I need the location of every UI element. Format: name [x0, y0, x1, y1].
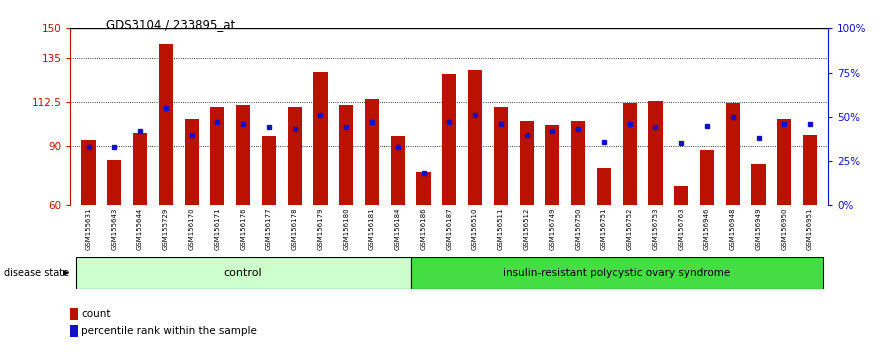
- Bar: [520, 121, 534, 205]
- Bar: [76, 257, 411, 289]
- Text: GSM156749: GSM156749: [550, 208, 555, 250]
- Text: GSM156170: GSM156170: [189, 208, 195, 250]
- Text: GSM156949: GSM156949: [756, 208, 761, 250]
- Bar: [81, 141, 96, 205]
- Bar: [777, 119, 791, 205]
- Bar: [211, 107, 225, 205]
- Text: ▶: ▶: [63, 268, 70, 277]
- Text: GDS3104 / 233895_at: GDS3104 / 233895_at: [106, 18, 235, 31]
- Text: GSM156179: GSM156179: [317, 208, 323, 250]
- Text: GSM156512: GSM156512: [523, 208, 529, 250]
- Text: GSM156752: GSM156752: [626, 208, 633, 250]
- Bar: [411, 257, 823, 289]
- Bar: [751, 164, 766, 205]
- Text: GSM156186: GSM156186: [420, 208, 426, 250]
- Bar: [674, 185, 688, 205]
- Text: GSM156176: GSM156176: [241, 208, 246, 250]
- Text: GSM156180: GSM156180: [344, 208, 349, 250]
- Bar: [390, 137, 405, 205]
- Text: percentile rank within the sample: percentile rank within the sample: [81, 326, 257, 336]
- Text: control: control: [224, 268, 263, 278]
- Bar: [236, 105, 250, 205]
- Bar: [493, 107, 508, 205]
- Bar: [442, 74, 456, 205]
- Bar: [70, 308, 78, 320]
- Bar: [107, 160, 122, 205]
- Bar: [623, 103, 637, 205]
- Text: GSM156171: GSM156171: [214, 208, 220, 250]
- Text: GSM156946: GSM156946: [704, 208, 710, 250]
- Text: GSM155644: GSM155644: [137, 208, 143, 250]
- Bar: [571, 121, 585, 205]
- Text: GSM156750: GSM156750: [575, 208, 581, 250]
- Bar: [184, 119, 199, 205]
- Text: GSM156511: GSM156511: [498, 208, 504, 250]
- Text: GSM156950: GSM156950: [781, 208, 788, 250]
- Text: GSM156951: GSM156951: [807, 208, 813, 250]
- Bar: [648, 101, 663, 205]
- Text: count: count: [81, 309, 111, 319]
- Text: GSM155729: GSM155729: [163, 208, 169, 250]
- Text: GSM156184: GSM156184: [395, 208, 401, 250]
- Bar: [726, 103, 740, 205]
- Text: GSM156753: GSM156753: [653, 208, 658, 250]
- Bar: [596, 168, 611, 205]
- Bar: [700, 150, 714, 205]
- Bar: [339, 105, 353, 205]
- Bar: [159, 44, 173, 205]
- Bar: [287, 107, 302, 205]
- Bar: [803, 135, 818, 205]
- Bar: [365, 99, 379, 205]
- Text: GSM156751: GSM156751: [601, 208, 607, 250]
- Text: disease state: disease state: [4, 268, 70, 278]
- Text: GSM155631: GSM155631: [85, 208, 92, 250]
- Bar: [133, 132, 147, 205]
- Text: GSM156510: GSM156510: [472, 208, 478, 250]
- Bar: [545, 125, 559, 205]
- Bar: [70, 325, 78, 337]
- Text: GSM155643: GSM155643: [111, 208, 117, 250]
- Text: GSM156177: GSM156177: [266, 208, 272, 250]
- Text: GSM156178: GSM156178: [292, 208, 298, 250]
- Text: GSM156181: GSM156181: [369, 208, 375, 250]
- Text: insulin-resistant polycystic ovary syndrome: insulin-resistant polycystic ovary syndr…: [503, 268, 730, 278]
- Text: GSM156948: GSM156948: [729, 208, 736, 250]
- Text: GSM156763: GSM156763: [678, 208, 685, 250]
- Text: GSM156187: GSM156187: [447, 208, 452, 250]
- Bar: [468, 70, 482, 205]
- Bar: [262, 137, 276, 205]
- Bar: [417, 172, 431, 205]
- Bar: [314, 72, 328, 205]
